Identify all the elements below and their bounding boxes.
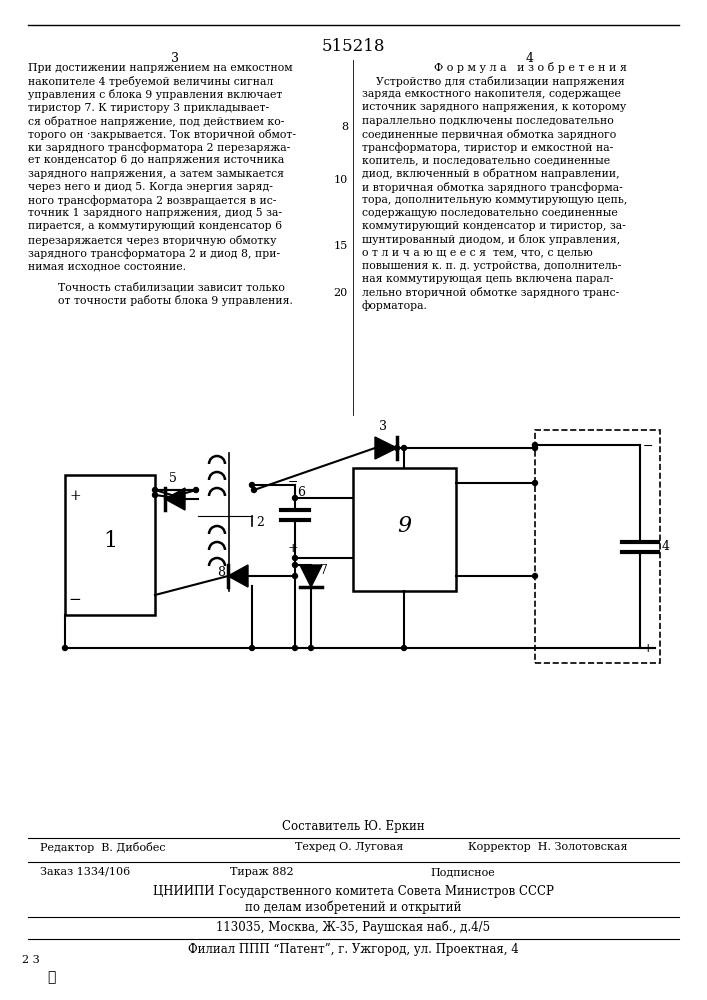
Text: и вторичная обмотка зарядного трансформа-: и вторичная обмотка зарядного трансформа… <box>362 182 623 193</box>
Text: +: + <box>288 542 298 554</box>
Text: о т л и ч а ю щ е е с я  тем, что, с целью: о т л и ч а ю щ е е с я тем, что, с цель… <box>362 248 592 258</box>
Polygon shape <box>300 565 322 587</box>
Text: накопителе 4 требуемой величины сигнал: накопителе 4 требуемой величины сигнал <box>28 76 273 87</box>
Text: трансформатора, тиристор и емкостной на-: трансформатора, тиристор и емкостной на- <box>362 142 613 153</box>
Text: 1: 1 <box>103 530 117 552</box>
Text: 4: 4 <box>662 540 670 553</box>
Text: 3: 3 <box>379 420 387 434</box>
Text: Точность стабилизации зависит только: Точность стабилизации зависит только <box>58 282 285 293</box>
Text: Филиал ППП “Патент”, г. Ужгород, ул. Проектная, 4: Филиал ППП “Патент”, г. Ужгород, ул. Про… <box>187 943 518 956</box>
Text: копитель, и последовательно соединенные: копитель, и последовательно соединенные <box>362 155 610 165</box>
Text: зарядного напряжения, а затем замыкается: зарядного напряжения, а затем замыкается <box>28 169 284 179</box>
Circle shape <box>395 446 399 450</box>
Text: соединенные первичная обмотка зарядного: соединенные первичная обмотка зарядного <box>362 129 617 140</box>
Circle shape <box>252 488 257 492</box>
Text: заряда емкостного накопителя, содержащее: заряда емкостного накопителя, содержащее <box>362 89 621 99</box>
Text: форматора.: форматора. <box>362 300 428 311</box>
Circle shape <box>532 481 537 486</box>
Text: Составитель Ю. Еркин: Составитель Ю. Еркин <box>281 820 424 833</box>
Text: −: − <box>288 476 298 488</box>
Circle shape <box>250 483 255 488</box>
Text: 8: 8 <box>341 122 348 132</box>
Text: ся обратное напряжение, под действием ко-: ся обратное напряжение, под действием ко… <box>28 116 284 127</box>
Bar <box>535 430 660 663</box>
Text: 15: 15 <box>334 241 348 251</box>
Text: 2 3: 2 3 <box>22 955 40 965</box>
Circle shape <box>532 442 537 448</box>
Text: 6: 6 <box>297 487 305 499</box>
Text: перезаряжается через вторичную обмотку: перезаряжается через вторичную обмотку <box>28 235 276 246</box>
Text: 7: 7 <box>320 564 328 576</box>
Text: ная коммутирующая цепь включена парал-: ная коммутирующая цепь включена парал- <box>362 274 613 284</box>
Text: по делам изобретений и открытий: по делам изобретений и открытий <box>245 900 461 914</box>
Circle shape <box>402 446 407 450</box>
Circle shape <box>293 495 298 500</box>
Circle shape <box>153 492 158 497</box>
Circle shape <box>153 488 158 492</box>
Text: Заказ 1334/106: Заказ 1334/106 <box>40 867 130 877</box>
Text: параллельно подключены последовательно: параллельно подключены последовательно <box>362 116 614 126</box>
Text: 10: 10 <box>334 175 348 185</box>
Text: Редактор  В. Дибобес: Редактор В. Дибобес <box>40 842 165 853</box>
Text: нимая исходное состояние.: нимая исходное состояние. <box>28 261 186 271</box>
Text: коммутирующий конденсатор и тиристор, за-: коммутирующий конденсатор и тиристор, за… <box>362 221 626 231</box>
Text: 20: 20 <box>334 288 348 298</box>
Text: +: + <box>643 642 653 655</box>
Text: 3: 3 <box>171 52 179 65</box>
Circle shape <box>532 574 537 578</box>
Circle shape <box>293 556 298 560</box>
Text: Тираж 882: Тираж 882 <box>230 867 293 877</box>
Text: источник зарядного напряжения, к которому: источник зарядного напряжения, к котором… <box>362 102 626 112</box>
Polygon shape <box>228 565 248 587</box>
Circle shape <box>250 646 255 650</box>
Text: точник 1 зарядного напряжения, диод 5 за-: точник 1 зарядного напряжения, диод 5 за… <box>28 208 282 218</box>
Circle shape <box>402 646 407 650</box>
Text: Техред О. Луговая: Техред О. Луговая <box>295 842 403 852</box>
Text: тиристор 7. К тиристору 3 прикладывает-: тиристор 7. К тиристору 3 прикладывает- <box>28 103 269 113</box>
Text: 8: 8 <box>217 566 225 580</box>
Text: Ф о р м у л а   и з о б р е т е н и я: Ф о р м у л а и з о б р е т е н и я <box>433 62 626 73</box>
Text: Подписное: Подписное <box>430 867 495 877</box>
Text: повышения к. п. д. устройства, дополнитель-: повышения к. п. д. устройства, дополните… <box>362 261 621 271</box>
Text: ✓: ✓ <box>47 970 55 984</box>
Bar <box>65 475 155 615</box>
Circle shape <box>293 574 298 578</box>
Text: лельно вторичной обмотке зарядного транс-: лельно вторичной обмотке зарядного транс… <box>362 287 619 298</box>
Circle shape <box>308 646 313 650</box>
Text: ет конденсатор 6 до напряжения источника: ет конденсатор 6 до напряжения источника <box>28 155 284 165</box>
Text: через него и диод 5. Когда энергия заряд-: через него и диод 5. Когда энергия заряд… <box>28 182 273 192</box>
Text: торого он ·закрывается. Ток вторичной обмот-: торого он ·закрывается. Ток вторичной об… <box>28 129 296 140</box>
Text: от точности работы блока 9 управления.: от точности работы блока 9 управления. <box>58 295 293 306</box>
Circle shape <box>293 562 298 568</box>
Polygon shape <box>375 437 397 459</box>
Circle shape <box>293 646 298 650</box>
Bar <box>353 468 456 591</box>
Text: ного трансформатора 2 возвращается в ис-: ного трансформатора 2 возвращается в ис- <box>28 195 276 206</box>
Text: зарядного трансформатора 2 и диод 8, при-: зарядного трансформатора 2 и диод 8, при… <box>28 248 280 259</box>
Polygon shape <box>165 488 185 510</box>
Text: 4: 4 <box>526 52 534 65</box>
Circle shape <box>194 488 199 492</box>
Circle shape <box>532 446 537 450</box>
Text: ЦНИИПИ Государственного комитета Совета Министров СССР: ЦНИИПИ Государственного комитета Совета … <box>153 885 554 898</box>
Text: шунтированный диодом, и блок управления,: шунтированный диодом, и блок управления, <box>362 234 620 245</box>
Text: +: + <box>69 489 81 503</box>
Text: 5: 5 <box>169 472 177 485</box>
Text: ки зарядного трансформатора 2 перезаряжа-: ки зарядного трансформатора 2 перезаряжа… <box>28 142 291 153</box>
Text: 2: 2 <box>256 516 264 528</box>
Text: пирается, а коммутирующий конденсатор 6: пирается, а коммутирующий конденсатор 6 <box>28 221 282 231</box>
Text: управления с блока 9 управления включает: управления с блока 9 управления включает <box>28 89 282 100</box>
Text: При достижении напряжением на емкостном: При достижении напряжением на емкостном <box>28 63 293 73</box>
Text: 9: 9 <box>397 514 411 536</box>
Text: диод, включенный в обратном направлении,: диод, включенный в обратном направлении, <box>362 168 619 179</box>
Text: Корректор  Н. Золотовская: Корректор Н. Золотовская <box>468 842 628 852</box>
Text: −: − <box>69 593 81 607</box>
Text: 113035, Москва, Ж-35, Раушская наб., д.4/5: 113035, Москва, Ж-35, Раушская наб., д.4… <box>216 921 490 934</box>
Text: Устройство для стабилизации напряжения: Устройство для стабилизации напряжения <box>362 76 625 87</box>
Text: 515218: 515218 <box>321 38 385 55</box>
Text: −: − <box>643 440 653 453</box>
Text: тора, дополнительную коммутирующую цепь,: тора, дополнительную коммутирующую цепь, <box>362 195 627 205</box>
Circle shape <box>62 646 67 650</box>
Text: содержащую последовательно соединенные: содержащую последовательно соединенные <box>362 208 618 218</box>
